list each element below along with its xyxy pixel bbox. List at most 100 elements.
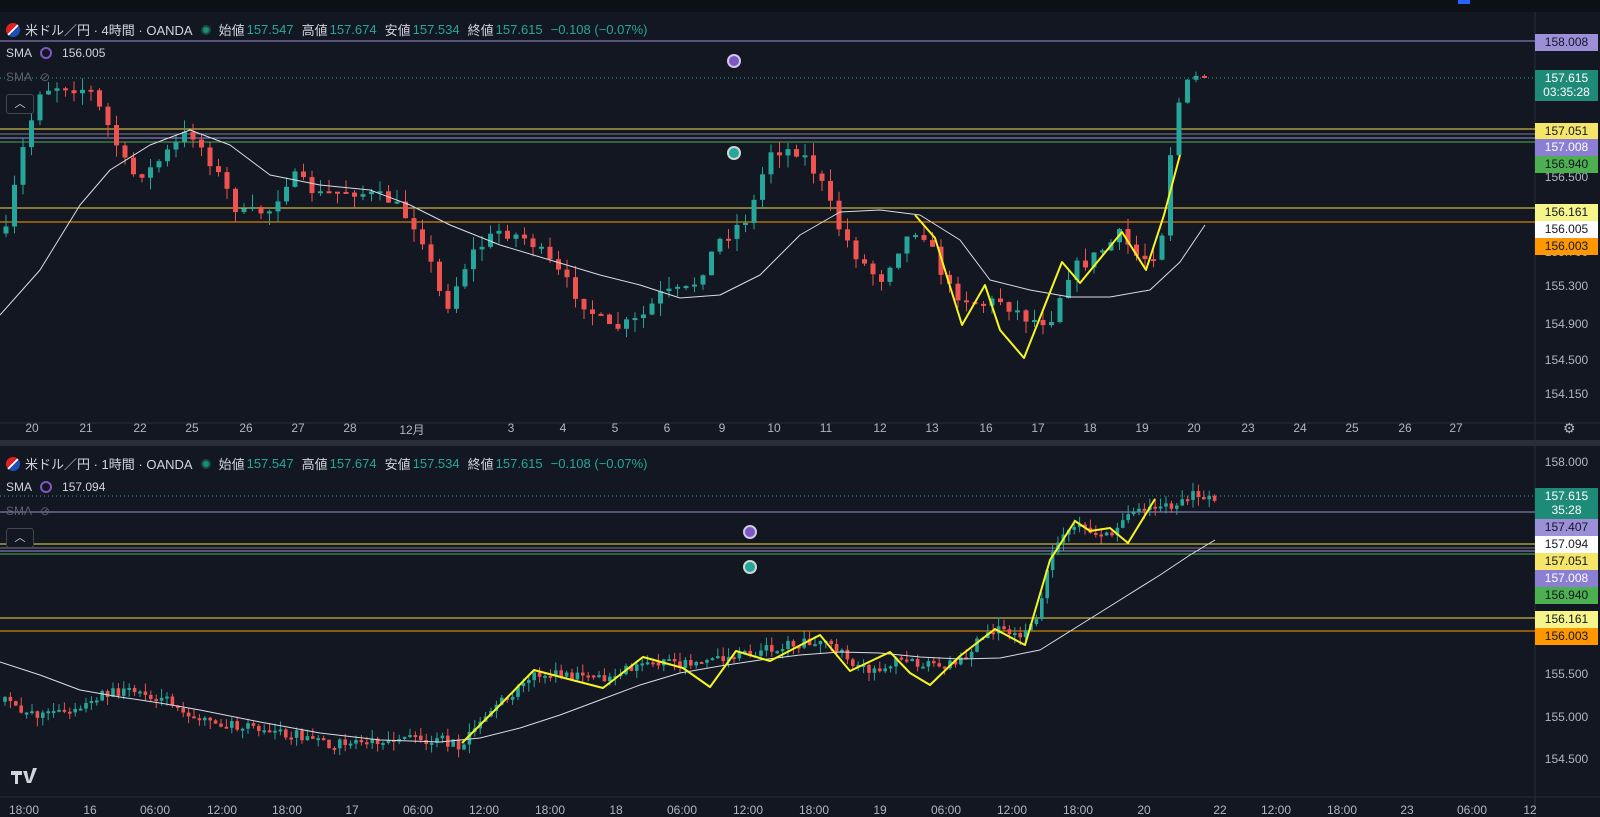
alarm-icon[interactable] [727, 54, 741, 68]
candle-body [819, 173, 825, 181]
candle-body [1091, 252, 1097, 268]
price-tag-green[interactable]: 156.940 [1535, 156, 1598, 173]
candle-body [710, 658, 715, 661]
symbol-title[interactable]: 米ドル／円 · 1時間 · OANDA [25, 457, 193, 472]
candle-body [813, 644, 817, 647]
gear-icon[interactable]: ⚙ [1563, 420, 1576, 436]
sma-indicator-2-4h[interactable]: SMA ⊘ [6, 70, 50, 84]
candle-body [1180, 499, 1184, 506]
candle-body [1083, 524, 1087, 528]
candle-body [564, 672, 569, 677]
symbol-title[interactable]: 米ドル／円 · 4時間 · OANDA [25, 23, 193, 38]
sma-value: 157.094 [62, 480, 106, 494]
candle-body [840, 649, 844, 652]
time-tick-label: 12:00 [1260, 803, 1292, 817]
candle-body [1151, 259, 1156, 262]
candle-body [1185, 499, 1190, 502]
chart-pane-4h[interactable] [0, 12, 1600, 440]
sma-label: SMA [6, 46, 33, 60]
candle-body [199, 139, 204, 148]
alarm-icon[interactable] [743, 560, 757, 574]
candle-body [575, 672, 580, 680]
date-tick-label: 12月 [399, 423, 425, 437]
collapse-legend-button-4h[interactable]: ︿ [6, 94, 34, 114]
candle-body [672, 659, 677, 662]
candle-body [1196, 491, 1201, 498]
time-tick-label: 06:00 [666, 803, 698, 817]
candle-body [797, 646, 801, 649]
sma-line[interactable] [0, 129, 1206, 316]
candle-body [289, 737, 293, 740]
sma-line[interactable] [0, 539, 1216, 743]
price-tag-yellow-2[interactable]: 156.161 [1535, 204, 1598, 221]
chart-pane-1h[interactable] [0, 446, 1600, 817]
price-tag-yellow[interactable]: 157.051 [1535, 553, 1598, 570]
candle-body [29, 120, 34, 148]
candle-body [165, 696, 169, 699]
candle-body [716, 656, 720, 659]
candle-body [403, 201, 408, 219]
price-tag-orange[interactable]: 156.003 [1535, 238, 1598, 255]
candle-body [904, 236, 910, 254]
open-value: 157.547 [246, 22, 294, 37]
sma-indicator-1-1h[interactable]: SMA 157.094 [6, 480, 105, 494]
price-tag-orange[interactable]: 156.003 [1535, 628, 1598, 645]
status-dot-icon [200, 458, 211, 469]
candle-body [500, 697, 504, 705]
candle-body [219, 723, 223, 727]
candle-body [156, 161, 162, 168]
candle-body [811, 155, 816, 174]
candle-body [165, 149, 170, 162]
candle-body [1006, 302, 1012, 312]
candle-body [770, 645, 774, 652]
candle-body [1207, 495, 1211, 500]
alarm-icon[interactable] [727, 146, 741, 160]
candle-body [709, 251, 714, 276]
candle-body [429, 742, 434, 745]
candle-body [921, 235, 927, 240]
zigzag-drawing[interactable] [914, 154, 1181, 359]
price-tag-purple-line[interactable]: 157.407 [1535, 519, 1598, 536]
pane-divider[interactable] [0, 440, 1600, 446]
low-value: 157.534 [412, 22, 460, 37]
price-tag-yellow-2[interactable]: 156.161 [1535, 611, 1598, 628]
candle-body [932, 661, 936, 664]
candle-body [1077, 524, 1082, 528]
candle-body [440, 735, 445, 739]
candle-body [532, 672, 536, 681]
candle-chart-1h[interactable] [0, 446, 1600, 817]
candle-body [170, 696, 175, 706]
candle-body [780, 649, 785, 652]
candle-body [1007, 629, 1012, 635]
candle-body [521, 682, 526, 687]
candle-body [573, 277, 578, 299]
candle-body [930, 239, 935, 247]
time-tick-label: 18:00 [798, 803, 830, 817]
sma-indicator-1-4h[interactable]: SMA 156.005 [6, 46, 105, 60]
price-tag-line-top[interactable]: 158.008 [1535, 34, 1598, 51]
price-tag-purple[interactable]: 157.008 [1535, 139, 1598, 156]
price-tag-yellow[interactable]: 157.051 [1535, 123, 1598, 140]
candle-body [1066, 280, 1071, 299]
candle-body [62, 709, 67, 712]
price-tag-green[interactable]: 156.940 [1535, 587, 1598, 604]
candle-body [51, 711, 56, 714]
candle-body [84, 703, 88, 709]
zigzag-drawing[interactable] [461, 498, 1156, 744]
candle-body [530, 238, 536, 248]
time-tick-label: 06:00 [1456, 803, 1488, 817]
flag-icon [6, 22, 20, 37]
candle-body [305, 736, 310, 741]
candle-chart-4h[interactable] [0, 12, 1600, 440]
collapse-legend-button-1h[interactable]: ︿ [6, 528, 34, 548]
candle-body [887, 267, 893, 282]
price-tag-purple[interactable]: 157.008 [1535, 570, 1598, 587]
eye-off-icon[interactable]: ⊘ [40, 504, 51, 518]
eye-off-icon[interactable]: ⊘ [40, 70, 51, 84]
sma-indicator-2-1h[interactable]: SMA ⊘ [6, 504, 50, 518]
time-tick-label: 18:00 [534, 803, 566, 817]
candle-body [649, 303, 655, 315]
tradingview-logo[interactable] [10, 768, 40, 786]
candle-body [640, 663, 644, 666]
alarm-icon[interactable] [743, 525, 757, 539]
